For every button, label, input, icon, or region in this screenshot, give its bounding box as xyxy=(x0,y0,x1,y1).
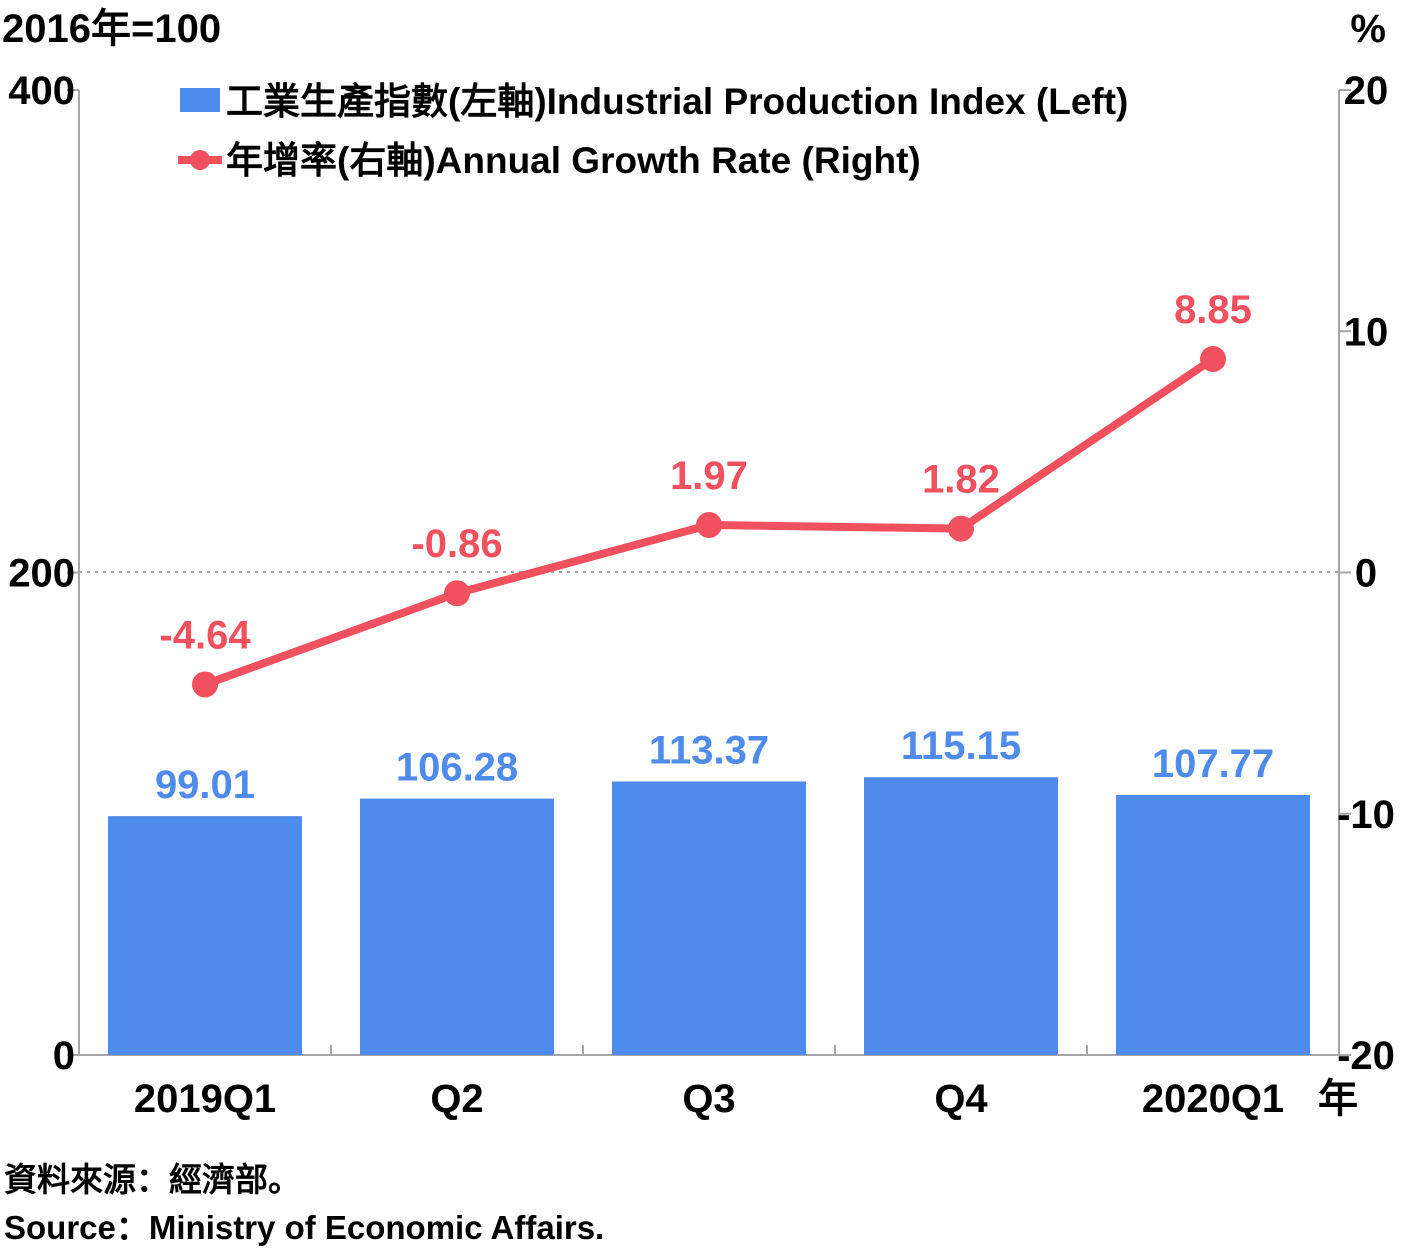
legend-bar-swatch xyxy=(180,88,220,112)
right-tick-label: -20 xyxy=(1337,1034,1395,1078)
x-tick-label: Q4 xyxy=(934,1077,988,1121)
left-axis-unit-label: 2016年=100 xyxy=(2,7,221,51)
legend-line-label: 年增率(右軸)Annual Growth Rate (Right) xyxy=(226,140,921,181)
right-axis-ticks: -20 -10 0 10 20 xyxy=(1337,69,1395,1078)
growth-rate-label: 8.85 xyxy=(1174,288,1252,332)
bar xyxy=(360,798,554,1055)
bar xyxy=(864,777,1058,1055)
right-tick-label: 10 xyxy=(1344,310,1389,354)
left-tick-label: 0 xyxy=(53,1034,75,1078)
bar-data-labels: 99.01 106.28 113.37 115.15 107.77 xyxy=(155,724,1274,807)
bar-value-label: 106.28 xyxy=(396,746,518,790)
left-tick-label: 200 xyxy=(8,552,75,596)
right-axis-unit-label: % xyxy=(1350,7,1386,51)
x-tick-label: Q3 xyxy=(682,1077,735,1121)
x-axis-unit-label: 年 xyxy=(1318,1077,1358,1121)
x-axis-ticks: 2019Q1 Q2 Q3 Q4 2020Q1 xyxy=(134,1045,1284,1121)
bar xyxy=(108,816,302,1055)
growth-rate-label: -0.86 xyxy=(411,522,502,566)
x-tick-label: 2020Q1 xyxy=(1142,1077,1284,1121)
x-tick-label: Q2 xyxy=(430,1077,483,1121)
source-note-en: Source：Ministry of Economic Affairs. xyxy=(4,1209,605,1246)
bar-series xyxy=(108,777,1310,1055)
right-tick-label: -10 xyxy=(1337,793,1395,837)
chart-svg: 2016年=100 % 年 0 200 400 -20 -10 0 10 20 2019Q1… xyxy=(2,7,1395,1121)
left-tick-label: 400 xyxy=(8,69,75,113)
bar-value-label: 115.15 xyxy=(901,724,1021,768)
growth-rate-point xyxy=(444,580,470,607)
left-axis-ticks: 0 200 400 xyxy=(8,69,79,1078)
right-tick-label: 0 xyxy=(1355,552,1377,596)
line-data-labels: -4.64 -0.86 1.97 1.82 8.85 xyxy=(159,288,1252,657)
bar xyxy=(612,781,806,1055)
source-note-zh: 資料來源：經濟部。 xyxy=(4,1161,301,1198)
growth-rate-label: -4.64 xyxy=(159,613,251,657)
line-series xyxy=(192,345,1226,698)
bar-value-label: 113.37 xyxy=(649,728,769,772)
x-tick-label: 2019Q1 xyxy=(134,1077,276,1121)
legend: 工業生產指數(左軸)Industrial Production Index (L… xyxy=(178,81,1128,181)
bar-value-label: 99.01 xyxy=(155,763,255,807)
growth-rate-point xyxy=(948,515,974,542)
legend-bar-label: 工業生產指數(左軸)Industrial Production Index (L… xyxy=(226,81,1128,122)
growth-rate-point xyxy=(192,671,218,698)
growth-rate-label: 1.97 xyxy=(670,454,748,498)
bar xyxy=(1116,795,1310,1055)
growth-rate-point xyxy=(696,511,722,538)
bar-value-label: 107.77 xyxy=(1152,742,1274,786)
growth-rate-label: 1.82 xyxy=(922,458,1000,502)
legend-line-marker xyxy=(190,150,210,170)
growth-rate-point xyxy=(1200,345,1226,372)
right-tick-label: 20 xyxy=(1344,69,1389,113)
